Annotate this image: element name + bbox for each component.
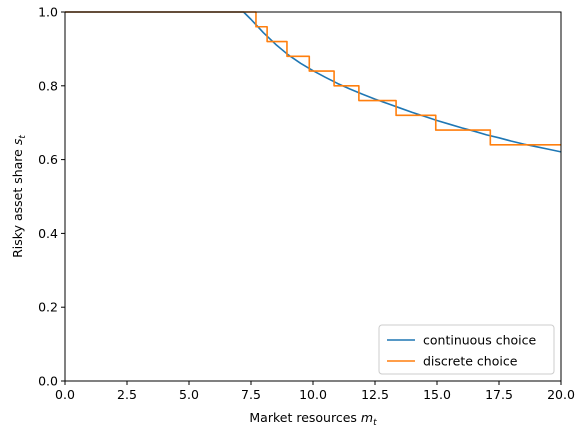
x-tick-label: 20.0 <box>547 387 575 402</box>
x-tick-label: 17.5 <box>485 387 513 402</box>
y-tick-label: 0.6 <box>38 152 58 167</box>
y-tick-label: 0.8 <box>38 78 58 93</box>
x-tick-label: 12.5 <box>361 387 389 402</box>
plot-frame <box>64 11 562 382</box>
x-tick-label: 5.0 <box>179 387 199 402</box>
legend-frame <box>378 324 555 375</box>
x-axis-label-symbol: m <box>361 410 373 425</box>
y-axis-ticks: 0.0 0.2 0.4 0.6 0.8 1.0 <box>38 5 65 389</box>
legend-label-discrete-choice: discrete choice <box>423 354 518 369</box>
plot-area <box>65 11 562 153</box>
y-tick-label: 0.2 <box>38 300 58 315</box>
x-tick-label: 15.0 <box>423 387 451 402</box>
y-axis-label-symbol: s <box>10 138 25 145</box>
y-tick-label: 1.0 <box>38 5 58 20</box>
y-tick-label: 0.0 <box>38 374 58 389</box>
x-tick-label: 7.5 <box>241 387 261 402</box>
x-axis-label-text: Market resources <box>249 410 361 425</box>
legend-label-continuous-choice: continuous choice <box>423 333 537 348</box>
x-tick-label: 0.0 <box>55 387 75 402</box>
x-tick-label: 2.5 <box>117 387 137 402</box>
y-axis-label-subscript: t <box>18 135 28 139</box>
x-axis-ticks: 0.0 2.5 5.0 7.5 10.0 12.5 15.0 17.5 20.0 <box>55 381 575 402</box>
x-axis-label: Market resources mt <box>249 410 377 428</box>
x-tick-label: 10.0 <box>299 387 327 402</box>
y-tick-label: 0.4 <box>38 226 58 241</box>
y-axis-label: Risky asset share st <box>10 135 28 258</box>
y-axis-label-text: Risky asset share <box>10 145 25 258</box>
x-axis-label-subscript: t <box>373 418 377 428</box>
legend: continuous choice discrete choice <box>378 324 555 375</box>
series-line-discrete-choice <box>65 11 561 146</box>
series-line-continuous-choice <box>65 11 562 153</box>
